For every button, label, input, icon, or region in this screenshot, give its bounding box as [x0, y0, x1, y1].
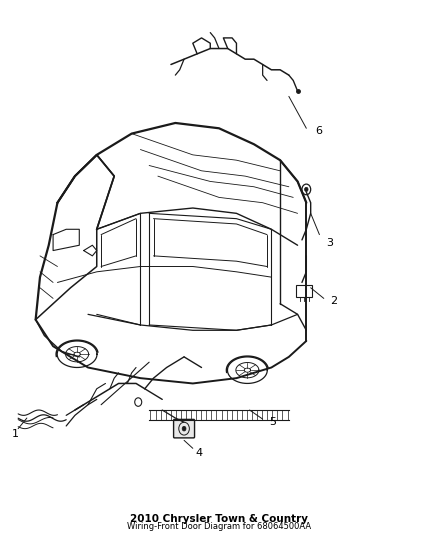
- Text: 2: 2: [330, 296, 337, 306]
- Circle shape: [304, 187, 308, 191]
- Text: 5: 5: [269, 417, 276, 427]
- FancyBboxPatch shape: [296, 285, 312, 297]
- FancyBboxPatch shape: [173, 419, 194, 438]
- Text: 2010 Chrysler Town & Country: 2010 Chrysler Town & Country: [130, 514, 308, 524]
- Text: Wiring-Front Door Diagram for 68064500AA: Wiring-Front Door Diagram for 68064500AA: [127, 522, 311, 531]
- Circle shape: [182, 426, 186, 431]
- Text: 3: 3: [326, 238, 333, 247]
- Text: 4: 4: [195, 448, 202, 457]
- Text: 1: 1: [12, 429, 18, 439]
- Text: 6: 6: [315, 126, 322, 136]
